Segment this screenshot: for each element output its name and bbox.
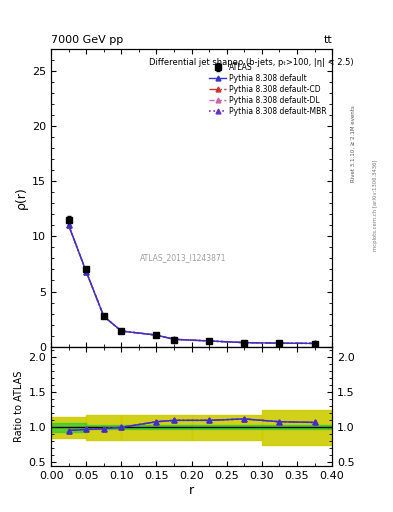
- Text: ATLAS_2013_I1243871: ATLAS_2013_I1243871: [140, 253, 226, 262]
- Pythia 8.308 default-DL: [312, 340, 317, 347]
- Pythia 8.308 default-DL: [242, 339, 247, 346]
- Pythia 8.308 default-DL: [207, 338, 211, 344]
- Line: Pythia 8.308 default-DL: Pythia 8.308 default-DL: [66, 223, 317, 346]
- Pythia 8.308 default-MBR: [154, 332, 159, 338]
- Pythia 8.308 default-DL: [119, 328, 124, 334]
- Pythia 8.308 default-MBR: [312, 340, 317, 347]
- Text: mcplots.cern.ch [arXiv:1306.3436]: mcplots.cern.ch [arXiv:1306.3436]: [373, 159, 378, 250]
- X-axis label: r: r: [189, 483, 194, 497]
- Pythia 8.308 default: [154, 332, 159, 338]
- Text: Differential jet shapeρ (b-jets, pₜ>100, |η| < 2.5): Differential jet shapeρ (b-jets, pₜ>100,…: [149, 57, 354, 67]
- Pythia 8.308 default-MBR: [84, 269, 88, 275]
- Pythia 8.308 default-MBR: [207, 338, 211, 344]
- Pythia 8.308 default-MBR: [119, 328, 124, 334]
- Pythia 8.308 default-DL: [277, 340, 282, 346]
- Pythia 8.308 default-CD: [312, 340, 317, 347]
- Pythia 8.308 default: [84, 269, 88, 275]
- Pythia 8.308 default: [207, 338, 211, 344]
- Pythia 8.308 default-CD: [242, 339, 247, 346]
- Pythia 8.308 default: [242, 339, 247, 346]
- Pythia 8.308 default-DL: [84, 269, 88, 275]
- Line: Pythia 8.308 default-CD: Pythia 8.308 default-CD: [66, 223, 317, 346]
- Pythia 8.308 default: [312, 340, 317, 347]
- Pythia 8.308 default: [119, 328, 124, 334]
- Pythia 8.308 default-CD: [84, 269, 88, 275]
- Pythia 8.308 default-DL: [66, 222, 71, 228]
- Pythia 8.308 default: [101, 313, 106, 319]
- Pythia 8.308 default: [172, 336, 176, 343]
- Pythia 8.308 default-CD: [101, 313, 106, 319]
- Pythia 8.308 default-CD: [154, 332, 159, 338]
- Pythia 8.308 default-MBR: [277, 340, 282, 346]
- Line: Pythia 8.308 default: Pythia 8.308 default: [66, 223, 317, 346]
- Y-axis label: ρ(r): ρ(r): [15, 186, 28, 209]
- Pythia 8.308 default-CD: [207, 338, 211, 344]
- Legend: ATLAS, Pythia 8.308 default, Pythia 8.308 default-CD, Pythia 8.308 default-DL, P: ATLAS, Pythia 8.308 default, Pythia 8.30…: [208, 61, 328, 117]
- Pythia 8.308 default-MBR: [242, 339, 247, 346]
- Pythia 8.308 default: [277, 340, 282, 346]
- Pythia 8.308 default-MBR: [66, 222, 71, 228]
- Pythia 8.308 default: [66, 222, 71, 228]
- Pythia 8.308 default-CD: [119, 328, 124, 334]
- Text: tt: tt: [323, 35, 332, 45]
- Text: Rivet 3.1.10, ≥ 2.1M events: Rivet 3.1.10, ≥ 2.1M events: [351, 105, 356, 182]
- Pythia 8.308 default-MBR: [172, 336, 176, 343]
- Pythia 8.308 default-MBR: [101, 313, 106, 319]
- Pythia 8.308 default-CD: [172, 336, 176, 343]
- Pythia 8.308 default-DL: [101, 313, 106, 319]
- Pythia 8.308 default-CD: [66, 222, 71, 228]
- Y-axis label: Ratio to ATLAS: Ratio to ATLAS: [14, 371, 24, 442]
- Text: 7000 GeV pp: 7000 GeV pp: [51, 35, 123, 45]
- Line: Pythia 8.308 default-MBR: Pythia 8.308 default-MBR: [66, 223, 317, 346]
- Pythia 8.308 default-CD: [277, 340, 282, 346]
- Pythia 8.308 default-DL: [172, 336, 176, 343]
- Pythia 8.308 default-DL: [154, 332, 159, 338]
